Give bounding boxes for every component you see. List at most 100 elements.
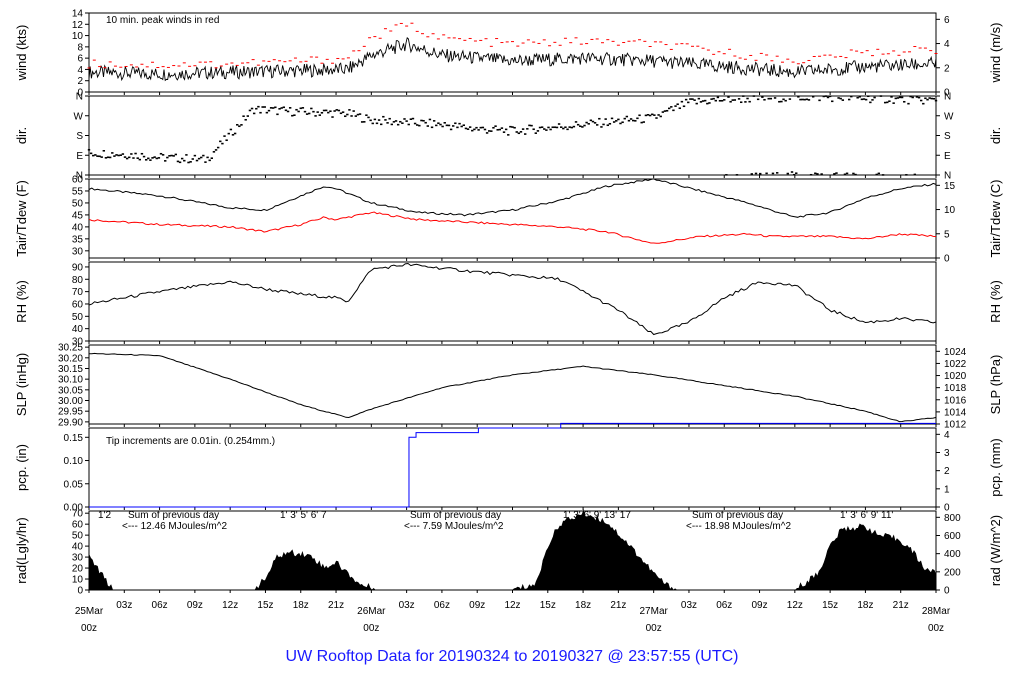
ytick-label-right: 3 — [944, 448, 950, 459]
ytick-label-right: 1014 — [944, 407, 967, 418]
ytick-label-right: 0 — [944, 88, 950, 99]
ytick-label-left: 30.00 — [58, 396, 83, 407]
ytick-label-right: N — [944, 171, 951, 182]
ytick-label-right: E — [944, 151, 951, 162]
ylabel-right-rh: RH (%) — [988, 280, 1003, 323]
x-tick-label: 18z — [293, 600, 309, 611]
ytick-label-left: E — [76, 151, 83, 162]
ytick-label-right: S — [944, 131, 951, 142]
ytick-label-left: 0.15 — [64, 433, 84, 444]
x-tick-label: 09z — [751, 600, 767, 611]
day-label: 28Mar — [922, 606, 951, 617]
day-hour-label: 00z — [928, 623, 944, 634]
ytick-label-left: W — [74, 111, 84, 122]
ytick-label-right: 1022 — [944, 359, 967, 370]
x-tick-label: 15z — [822, 600, 838, 611]
ytick-label-right: 1 — [944, 484, 950, 495]
ytick-label-left: 20 — [72, 564, 84, 575]
ylabel-right-dir: dir. — [988, 127, 1003, 144]
ytick-label-left: 60 — [72, 520, 84, 531]
ytick-label-left: 6 — [77, 54, 83, 65]
ytick-label-left: 10 — [72, 31, 84, 42]
ytick-label-left: 4 — [77, 65, 83, 76]
ytick-label-left: 0 — [77, 88, 83, 99]
annotation-rad-hours: 1' 3' 6' 9' 11' — [840, 510, 893, 521]
ytick-label-right: N — [944, 92, 951, 103]
ytick-label-left: 40 — [72, 542, 84, 553]
x-tick-label: 18z — [575, 600, 591, 611]
ytick-label-left: 70 — [72, 509, 84, 520]
ytick-label-right: 800 — [944, 513, 961, 524]
x-tick-label: 06z — [434, 600, 450, 611]
ytick-label-left: 0.00 — [64, 503, 84, 514]
ytick-label-right: 400 — [944, 549, 961, 560]
ytick-label-left: 30.25 — [58, 343, 83, 354]
ylabel-left-wind: wind (kts) — [14, 25, 29, 82]
ytick-label-left: 29.90 — [58, 417, 83, 428]
panel-frame-dir — [88, 95, 937, 176]
ytick-label-left: 50 — [72, 198, 84, 209]
day-label: 25Mar — [75, 606, 104, 617]
series-line-rh — [88, 262, 937, 336]
ytick-label-right: 2 — [944, 63, 950, 74]
ytick-label-right: 1018 — [944, 383, 967, 394]
ytick-label-left: 12 — [72, 20, 84, 31]
annotation-wind: 10 min. peak winds in red — [106, 15, 219, 26]
ytick-label-left: 0.05 — [64, 479, 84, 490]
day-hour-label: 00z — [646, 623, 662, 634]
series-line-pcp — [89, 422, 936, 508]
x-tick-label: 15z — [540, 600, 556, 611]
day-label: 26Mar — [357, 606, 386, 617]
ylabel-right-rad: rad (W/m^2) — [988, 515, 1003, 586]
series-line-tair — [88, 178, 937, 218]
ylabel-left-temp: Tair/Tdew (F) — [14, 180, 29, 257]
ytick-label-left: 8 — [77, 42, 83, 53]
ytick-label-right: 0 — [944, 586, 950, 597]
ytick-label-right: 1016 — [944, 395, 967, 406]
ytick-label-left: N — [76, 92, 83, 103]
ytick-label-right: 6 — [944, 15, 950, 26]
annotation-rad-sum-value: <--- 12.46 MJoules/m^2 — [122, 521, 227, 532]
day-hour-label: 00z — [81, 623, 97, 634]
ylabel-left-rh: RH (%) — [14, 280, 29, 323]
x-tick-label: 12z — [787, 600, 803, 611]
ytick-label-left: 30 — [72, 553, 84, 564]
ytick-label-left: 30.20 — [58, 353, 83, 364]
x-tick-label: 21z — [328, 600, 344, 611]
x-tick-label: 18z — [857, 600, 873, 611]
ytick-label-right: 15 — [944, 181, 956, 192]
x-tick-label: 09z — [187, 600, 203, 611]
ytick-label-left: 55 — [72, 186, 84, 197]
x-tick-label: 03z — [116, 600, 132, 611]
ytick-label-left: 40 — [72, 222, 84, 233]
annotation-rad-sum-value: <--- 18.98 MJoules/m^2 — [686, 521, 791, 532]
ytick-label-right: 4 — [944, 39, 950, 50]
ytick-label-right: 10 — [944, 205, 956, 216]
chart-title: UW Rooftop Data for 20190324 to 20190327… — [285, 648, 739, 665]
ytick-label-left: 60 — [72, 175, 84, 186]
x-tick-label: 06z — [152, 600, 168, 611]
x-tick-label: 15z — [257, 600, 273, 611]
ylabel-left-dir: dir. — [14, 127, 29, 144]
ytick-label-left: 50 — [72, 312, 84, 323]
ylabel-left-rad: rad(Lgly/hr) — [14, 517, 29, 583]
annotation-rad-sum-label: Sum of previous day — [692, 510, 783, 521]
ytick-label-left: 29.95 — [58, 407, 83, 418]
annotation-pcp: Tip increments are 0.01in. (0.254mm.) — [106, 436, 275, 447]
x-tick-label: 03z — [681, 600, 697, 611]
ytick-label-left: 10 — [72, 575, 84, 586]
x-tick-label: 21z — [893, 600, 909, 611]
ytick-label-left: 45 — [72, 210, 84, 221]
ytick-label-right: W — [944, 111, 954, 122]
ytick-label-right: 0 — [944, 503, 950, 514]
x-tick-label: 21z — [610, 600, 626, 611]
ytick-label-left: 40 — [72, 324, 84, 335]
ytick-label-left: 14 — [72, 9, 84, 20]
ytick-label-left: 35 — [72, 234, 84, 245]
annotation-rad-sum-label: Sum of previous day — [410, 510, 501, 521]
ytick-label-right: 5 — [944, 229, 950, 240]
ytick-label-left: 0.10 — [64, 456, 84, 467]
ytick-label-right: 2 — [944, 466, 950, 477]
ytick-label-left: N — [76, 171, 83, 182]
